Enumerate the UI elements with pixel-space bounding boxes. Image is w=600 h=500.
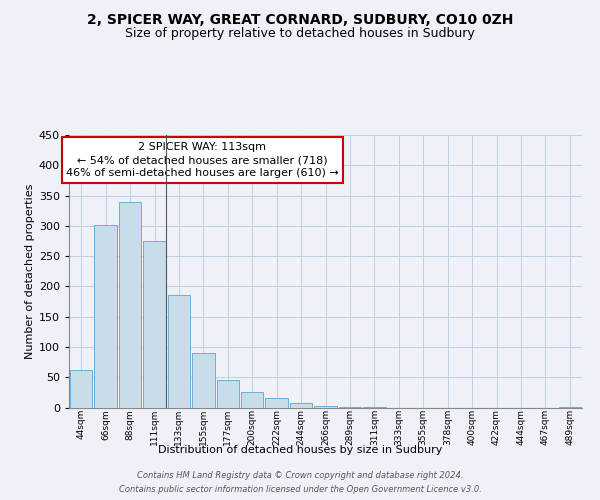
Text: 2, SPICER WAY, GREAT CORNARD, SUDBURY, CO10 0ZH: 2, SPICER WAY, GREAT CORNARD, SUDBURY, C… xyxy=(87,12,513,26)
Y-axis label: Number of detached properties: Number of detached properties xyxy=(25,184,35,359)
Bar xyxy=(338,407,361,408)
Text: Contains HM Land Registry data © Crown copyright and database right 2024.: Contains HM Land Registry data © Crown c… xyxy=(137,472,463,480)
Text: 2 SPICER WAY: 113sqm
← 54% of detached houses are smaller (718)
46% of semi-deta: 2 SPICER WAY: 113sqm ← 54% of detached h… xyxy=(66,142,339,178)
Bar xyxy=(217,380,239,407)
Text: Distribution of detached houses by size in Sudbury: Distribution of detached houses by size … xyxy=(158,445,442,455)
Bar xyxy=(192,353,215,408)
Bar xyxy=(241,392,263,407)
Bar xyxy=(94,224,117,408)
Bar xyxy=(119,202,142,408)
Bar xyxy=(167,296,190,408)
Bar xyxy=(314,406,337,408)
Bar xyxy=(265,398,288,407)
Text: Size of property relative to detached houses in Sudbury: Size of property relative to detached ho… xyxy=(125,28,475,40)
Bar xyxy=(290,404,313,407)
Bar xyxy=(143,241,166,408)
Bar xyxy=(70,370,92,408)
Bar xyxy=(559,407,581,408)
Bar xyxy=(363,407,386,408)
Text: Contains public sector information licensed under the Open Government Licence v3: Contains public sector information licen… xyxy=(119,486,481,494)
